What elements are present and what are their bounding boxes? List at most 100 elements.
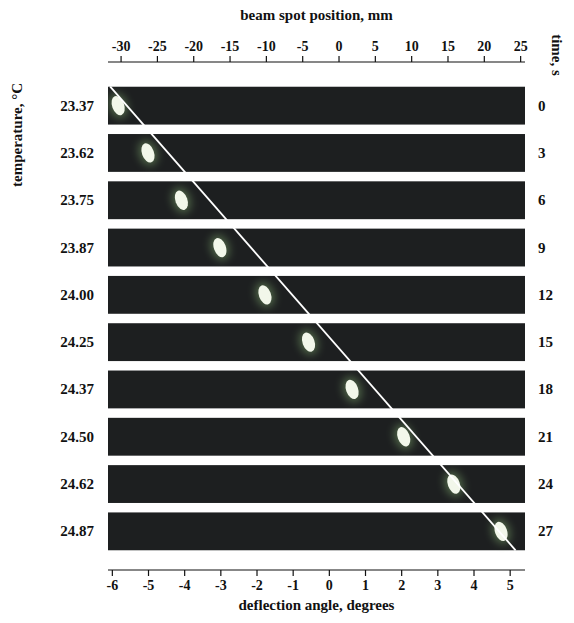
- bottom-tick-label: -1: [287, 578, 299, 593]
- bottom-tick-label: 3: [434, 578, 441, 593]
- spot-glow: [296, 327, 322, 358]
- beam-spot: [135, 138, 161, 169]
- time-label: 21: [538, 429, 553, 445]
- top-tick-label: -25: [148, 39, 167, 54]
- video-frame: [108, 371, 525, 409]
- temperature-label: 23.87: [60, 240, 94, 256]
- figure: -30-25-20-15-10-50510152025beam spot pos…: [0, 0, 574, 623]
- top-tick-label: 10: [405, 39, 419, 54]
- temperature-label: 23.62: [60, 145, 94, 161]
- top-tick-label: -10: [257, 39, 276, 54]
- time-label: 15: [538, 334, 553, 350]
- bottom-tick: [365, 570, 366, 576]
- time-label: 12: [538, 287, 553, 303]
- beam-spot: [391, 421, 417, 452]
- temperature-label: 24.37: [60, 381, 94, 397]
- top-tick: [375, 56, 376, 62]
- top-tick-label: 15: [441, 39, 455, 54]
- temperature-label: 24.62: [60, 476, 94, 492]
- temperature-label: 24.87: [60, 523, 94, 539]
- time-label: 3: [538, 145, 546, 161]
- spot-core: [299, 331, 317, 354]
- bottom-tick-label: -6: [107, 578, 119, 593]
- time-label: 27: [538, 523, 554, 539]
- beam-spot: [207, 232, 233, 263]
- beam-spot: [296, 327, 322, 358]
- video-frame: [108, 323, 525, 361]
- bottom-tick: [256, 570, 257, 576]
- spot-core: [445, 473, 463, 496]
- left-axis-title: temperature, °C: [9, 83, 25, 187]
- top-tick: [338, 56, 339, 62]
- bottom-tick: [112, 570, 113, 576]
- top-tick-label: 20: [477, 39, 491, 54]
- temperature-label: 24.25: [60, 334, 94, 350]
- temperature-label: 23.37: [60, 98, 94, 114]
- video-frame: [108, 229, 525, 267]
- bottom-tick-label: 5: [507, 578, 514, 593]
- bottom-tick: [473, 570, 474, 576]
- top-tick-label: -5: [297, 39, 309, 54]
- top-tick-label: -30: [112, 39, 131, 54]
- trend-line: [110, 87, 515, 551]
- bottom-tick: [220, 570, 221, 576]
- time-label: 6: [538, 192, 546, 208]
- top-axis-line: [108, 61, 525, 62]
- top-tick-label: -20: [184, 39, 203, 54]
- top-tick: [411, 56, 412, 62]
- spot-glow: [252, 280, 278, 311]
- top-tick-label: 0: [336, 39, 343, 54]
- spot-core: [211, 236, 229, 259]
- bottom-axis-title: deflection angle, degrees: [239, 597, 395, 613]
- spot-glow: [168, 185, 194, 216]
- spot-core: [343, 378, 361, 401]
- temperature-label: 24.00: [60, 287, 94, 303]
- spot-glow: [441, 469, 467, 500]
- spot-core: [492, 520, 510, 543]
- bottom-tick-label: -3: [215, 578, 227, 593]
- video-frame: [108, 465, 525, 503]
- bottom-tick-label: 0: [326, 578, 333, 593]
- time-label: 9: [538, 240, 546, 256]
- top-tick: [484, 56, 485, 62]
- bottom-axis-line: [108, 569, 525, 570]
- time-label: 24: [538, 476, 554, 492]
- spot-glow: [135, 138, 161, 169]
- top-tick: [266, 56, 267, 62]
- top-tick: [193, 56, 194, 62]
- video-frame: [108, 87, 525, 125]
- spot-glow: [391, 421, 417, 452]
- bottom-tick-label: 2: [398, 578, 405, 593]
- bottom-tick-label: -4: [179, 578, 191, 593]
- top-tick-label: -15: [221, 39, 240, 54]
- time-label: 0: [538, 98, 546, 114]
- top-axis-title: beam spot position, mm: [240, 7, 393, 23]
- bottom-tick: [148, 570, 149, 576]
- frames: [108, 87, 525, 551]
- spot-core: [109, 94, 127, 117]
- bottom-tick-label: -5: [143, 578, 155, 593]
- top-tick: [157, 56, 158, 62]
- top-tick-label: 25: [514, 39, 528, 54]
- beam-spot: [252, 280, 278, 311]
- beam-spot: [168, 185, 194, 216]
- video-frame: [108, 181, 525, 219]
- bottom-tick-label: -2: [251, 578, 263, 593]
- top-tick: [447, 56, 448, 62]
- time-label: 18: [538, 381, 553, 397]
- video-frame: [108, 512, 525, 550]
- bottom-tick: [401, 570, 402, 576]
- bottom-tick-label: 4: [471, 578, 478, 593]
- spot-core: [139, 142, 157, 165]
- bottom-tick: [293, 570, 294, 576]
- bottom-tick: [329, 570, 330, 576]
- top-tick: [302, 56, 303, 62]
- spot-core: [172, 189, 190, 212]
- right-axis-title: time, s: [549, 34, 565, 76]
- bottom-tick: [510, 570, 511, 576]
- video-frame: [108, 134, 525, 172]
- beam-spot: [441, 469, 467, 500]
- temperature-label: 23.75: [60, 192, 94, 208]
- spot-glow: [339, 374, 365, 405]
- bottom-tick: [437, 570, 438, 576]
